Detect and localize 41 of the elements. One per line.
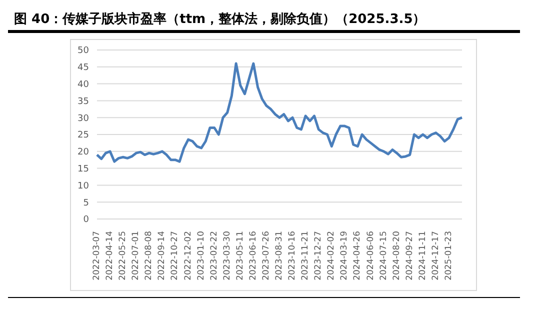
x-tick-label: 2024-03-19 [340, 231, 350, 280]
x-tick-label: 2023-05-11 [235, 231, 246, 280]
x-tick-label: 2023-12-27 [314, 231, 324, 280]
x-tick-label: 2024-02-02 [326, 231, 337, 280]
y-tick-label: 30 [78, 114, 90, 124]
x-tick-label: 2024-08-20 [392, 231, 402, 280]
x-tick-label: 2024-06-06 [366, 231, 376, 280]
x-tick-label: 2023-02-22 [209, 231, 220, 280]
x-tick-label: 2022-03-07 [92, 231, 102, 280]
y-tick-label: 45 [78, 63, 89, 74]
x-tick-label: 2023-08-31 [274, 231, 284, 280]
x-tick-label: 2022-05-25 [118, 231, 128, 280]
x-tick-label: 2024-04-26 [352, 231, 363, 280]
x-tick-label: 2023-11-21 [300, 231, 311, 280]
x-tick-label: 2022-10-27 [170, 231, 180, 280]
x-tick-label: 2024-09-27 [404, 231, 415, 280]
y-tick-label: 0 [83, 215, 90, 226]
x-tick-label: 2024-07-15 [378, 231, 389, 280]
x-tick-label: 2022-04-14 [105, 231, 116, 280]
chart-title: 图 40：传媒子版块市盈率（ttm，整体法，剔除负值）（2025.3.5） [13, 10, 427, 29]
x-tick-label: 2023-06-16 [248, 231, 258, 280]
x-tick-label: 2025-01-23 [444, 231, 454, 280]
y-tick-label: 5 [83, 198, 89, 208]
y-tick-label: 25 [78, 130, 89, 141]
y-tick-label: 50 [78, 46, 90, 56]
y-tick-label: 15 [78, 164, 89, 174]
line-series [96, 62, 464, 163]
x-tick-label: 2024-12-17 [430, 231, 441, 280]
y-tick-label: 40 [78, 80, 90, 90]
x-tick-label: 2023-01-10 [196, 231, 206, 280]
x-tick-label: 2024-11-11 [418, 231, 428, 280]
x-tick-label: 2022-09-14 [157, 231, 168, 280]
y-tick-label: 35 [78, 96, 89, 107]
y-tick-label: 10 [78, 181, 90, 192]
x-tick-label: 2023-03-30 [222, 231, 232, 280]
y-tick-label: 20 [78, 148, 90, 158]
x-tick-label: 2022-08-08 [144, 231, 154, 280]
x-tick-label: 2023-07-26 [261, 231, 272, 280]
x-tick-label: 2023-10-16 [288, 231, 298, 280]
x-tick-label: 2022-12-02 [183, 231, 194, 280]
x-tick-label: 2022-07-01 [131, 231, 142, 280]
